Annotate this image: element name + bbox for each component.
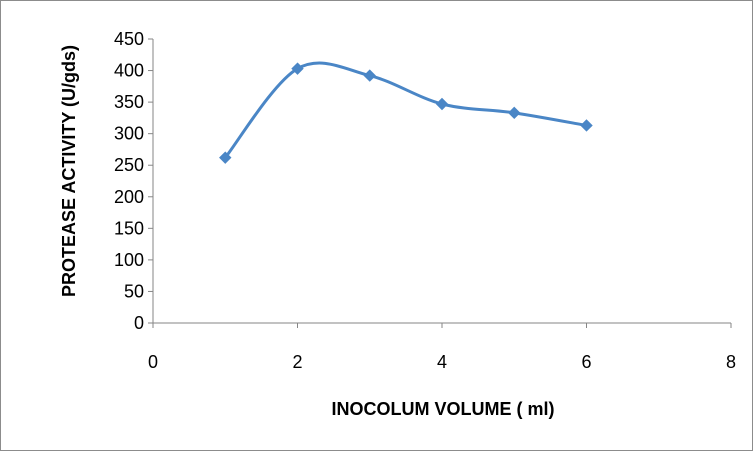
data-point-marker [291, 62, 304, 75]
data-point-marker [508, 106, 521, 120]
y-tick-label: 300 [114, 124, 144, 144]
y-tick-label: 150 [114, 218, 144, 238]
x-tick-label: 4 [437, 352, 447, 372]
y-axis-tick-labels: 0 50 100 150 200 250 300 350 400 450 [114, 29, 144, 333]
x-tick-label: 6 [581, 352, 591, 372]
y-tick-label: 250 [114, 155, 144, 175]
y-tick-label: 400 [114, 61, 144, 81]
x-tick-label: 0 [148, 352, 158, 372]
x-tick-label: 8 [726, 352, 736, 372]
y-tick-label: 50 [124, 281, 144, 301]
axes [148, 38, 732, 328]
x-axis-tick-labels: 0 2 4 6 8 [148, 352, 736, 372]
data-point-marker [219, 151, 232, 164]
data-point-marker [435, 97, 449, 111]
y-tick-label: 200 [114, 187, 144, 207]
y-tick-label: 450 [114, 29, 144, 49]
y-tick-label: 100 [114, 250, 144, 270]
data-point-marker [363, 69, 376, 82]
data-point-marker [580, 119, 593, 132]
series-line [224, 61, 587, 159]
y-tick-label: 0 [134, 313, 144, 333]
y-axis-title: PROTEASE ACTIVITY (U/gds) [59, 45, 79, 297]
x-axis-title: INOCOLUM VOLUME ( ml) [332, 399, 555, 419]
y-tick-label: 350 [114, 92, 144, 112]
series-layer [219, 61, 593, 164]
x-tick-label: 2 [292, 352, 302, 372]
